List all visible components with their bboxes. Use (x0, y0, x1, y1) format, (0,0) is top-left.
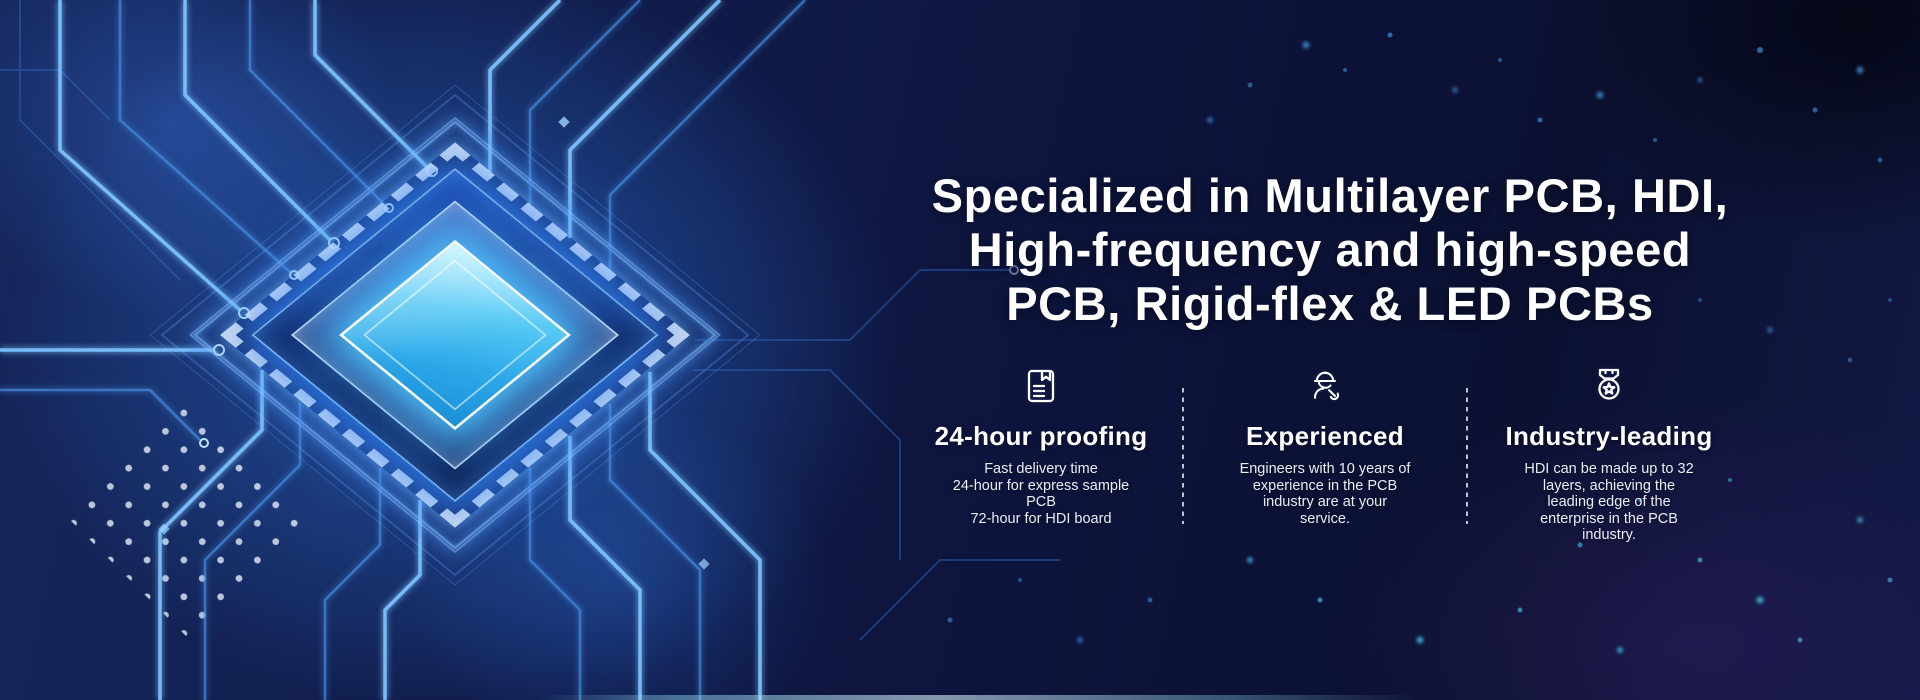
feature-description: Engineers with 10 years of experience in… (1239, 461, 1411, 527)
sample-book-icon (1021, 366, 1061, 406)
feature-experienced: Experienced Engineers with 10 years of e… (1184, 366, 1466, 527)
feature-description: Fast delivery time 24-hour for express s… (952, 461, 1130, 527)
feature-industry-leading: Industry-leading HDI can be made up to 3… (1468, 366, 1750, 544)
feature-24-hour-proofing: 24-hour proofing Fast delivery time 24-h… (900, 366, 1182, 527)
section-edge-highlight (540, 695, 1420, 700)
feature-title: 24-hour proofing (934, 421, 1148, 451)
engineer-wrench-icon (1305, 366, 1345, 406)
dashed-divider (1466, 388, 1468, 524)
feature-title: Industry-leading (1505, 421, 1713, 451)
medal-star-icon (1589, 366, 1629, 406)
feature-title: Experienced (1246, 421, 1404, 451)
dashed-divider (1182, 388, 1184, 524)
feature-description: HDI can be made up to 32 layers, achievi… (1524, 461, 1694, 543)
features-row: 24-hour proofing Fast delivery time 24-h… (900, 366, 1750, 544)
page-title: Specialized in Multilayer PCB, HDI, High… (931, 169, 1729, 331)
